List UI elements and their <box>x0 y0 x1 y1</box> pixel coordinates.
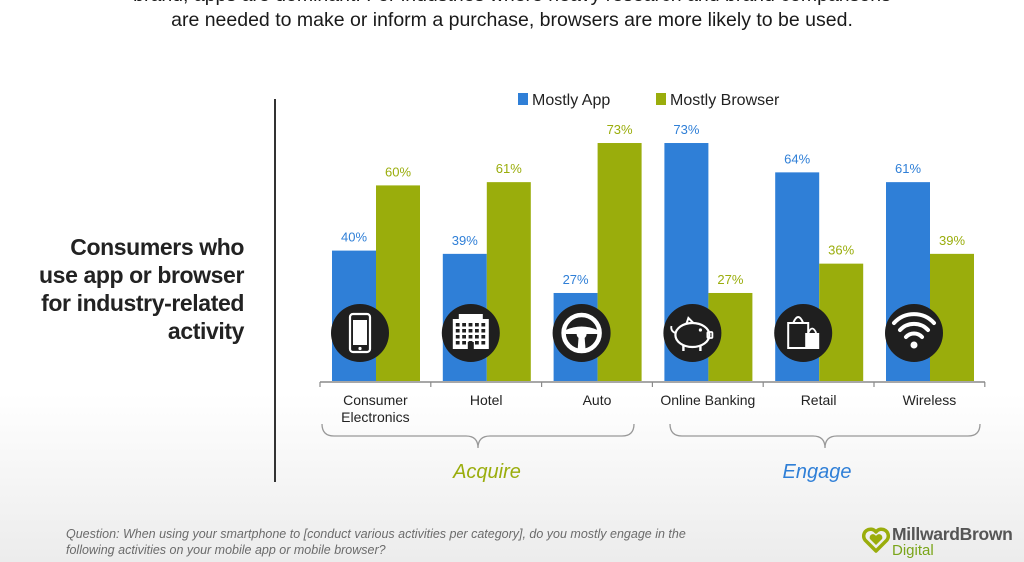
legend-label-browser: Mostly Browser <box>670 92 780 109</box>
intro-line-1: brand, apps are dominant. For industries… <box>0 0 1024 8</box>
category-label-hotel-line-1: Hotel <box>470 392 503 408</box>
value-label-app-online-banking: 73% <box>673 122 699 137</box>
heart-logo-icon <box>862 527 890 553</box>
legend-swatch-app <box>518 93 528 105</box>
value-label-browser-online-banking: 27% <box>717 272 743 287</box>
side-title-line-2: use app or browser <box>39 262 244 288</box>
category-label-auto-line-1: Auto <box>583 392 612 408</box>
value-label-app-auto: 27% <box>563 272 589 287</box>
building-icon <box>452 314 489 349</box>
side-title-line-4: activity <box>167 318 244 344</box>
millwardbrown-logo: MillwardBrown Digital <box>862 524 1022 562</box>
legend-swatch-browser <box>656 93 666 105</box>
logo-text-digital: Digital <box>892 542 934 559</box>
group-label-engage: Engage <box>783 461 852 483</box>
intro-line-2: are needed to make or inform a purchase,… <box>171 9 853 31</box>
category-label-consumer-electronics-line-2: Electronics <box>341 409 409 425</box>
steering-wheel-icon <box>561 312 602 354</box>
intro-text: brand, apps are dominant. For industries… <box>0 0 1024 33</box>
category-label-wireless-line-1: Wireless <box>903 392 957 408</box>
bar-browser-consumer-electronics <box>376 185 420 381</box>
bar-chart: Mostly App Mostly Browser 40% 60% ConsumerEl… <box>319 92 986 483</box>
category-label-consumer-electronics-line-1: Consumer <box>343 392 408 408</box>
value-label-app-retail: 64% <box>784 151 810 166</box>
shopping-bags-icon <box>787 316 820 349</box>
group-brace-engage <box>669 423 981 449</box>
category-label-retail-line-1: Retail <box>801 392 837 408</box>
piggy-bank-icon <box>670 316 714 351</box>
smartphone-icon <box>348 312 372 354</box>
value-label-app-consumer-electronics: 40% <box>341 230 367 245</box>
side-title-line-3: for industry-related <box>41 290 244 316</box>
footnote-line-2: following activities on your mobile app … <box>66 543 386 557</box>
category-label-online-banking-line-1: Online Banking <box>660 392 755 408</box>
wifi-icon <box>892 312 936 349</box>
value-label-browser-wireless: 39% <box>939 233 965 248</box>
value-label-browser-hotel: 61% <box>496 161 522 176</box>
group-label-acquire: Acquire <box>452 461 521 483</box>
icon-circle-online-banking <box>663 304 722 362</box>
side-title-line-1: Consumers who <box>70 234 244 260</box>
side-title: Consumers who use app or browser for ind… <box>0 233 244 345</box>
value-label-app-hotel: 39% <box>452 233 478 248</box>
footnote-line-1: Question: When using your smartphone to … <box>66 527 686 541</box>
value-label-browser-retail: 36% <box>828 243 854 258</box>
value-label-app-wireless: 61% <box>895 161 921 176</box>
value-label-browser-consumer-electronics: 60% <box>385 164 411 179</box>
vertical-divider <box>274 99 276 482</box>
icon-circle-retail <box>774 304 833 362</box>
footnote: Question: When using your smartphone to … <box>66 526 826 558</box>
group-brace-acquire <box>321 423 635 449</box>
value-label-browser-auto: 73% <box>607 122 633 137</box>
logo-text-brand: MillwardBrown <box>892 524 1013 544</box>
legend-label-app: Mostly App <box>532 92 610 109</box>
